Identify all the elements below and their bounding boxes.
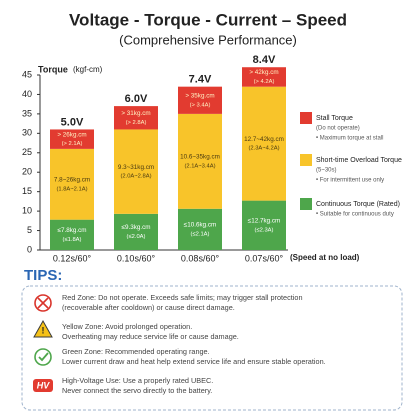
y-tick-label: 5 — [27, 225, 32, 235]
bar-segment — [178, 113, 222, 209]
legend-label: Stall Torque — [316, 115, 353, 122]
segment-label: (> 3.4A) — [190, 102, 211, 108]
tip-text: Green Zone: Recommended operating range. — [62, 347, 210, 356]
icon-stop — [34, 294, 52, 312]
y-tick-label: 45 — [22, 69, 32, 79]
legend-note: • For intermittent use only — [316, 178, 384, 184]
legend-swatch — [300, 198, 312, 210]
segment-label: 9.3~31kg.cm — [118, 164, 154, 171]
chart-subtitle: (Comprehensive Performance) — [119, 32, 297, 47]
y-tick-label: 35 — [22, 108, 32, 118]
segment-label: ≤7.8kg.cm — [57, 227, 86, 234]
x-tick-label: 0.10s/60° — [117, 253, 156, 263]
bar-segment — [50, 219, 94, 250]
segment-label: 7.8~26kg.cm — [54, 176, 90, 183]
bar-segment — [242, 200, 286, 250]
segment-label: (2.0A~2.8A) — [120, 174, 151, 180]
bar-segment — [242, 86, 286, 201]
tips-title: TIPS: — [24, 267, 62, 284]
segment-label: (> 2.1A) — [62, 141, 83, 147]
legend-swatch — [300, 112, 312, 124]
x-tick-label: 0.08s/60° — [181, 253, 220, 263]
segment-label: (≤2.3A) — [255, 227, 274, 233]
segment-label: (2.1A~3.4A) — [184, 163, 215, 169]
tip-text: High-Voltage Use: Use a properly rated U… — [62, 376, 213, 385]
y-tick-label: 0 — [27, 244, 32, 254]
segment-label: 10.6~35kg.cm — [180, 154, 220, 161]
x-tick-label: 0.12s/60° — [53, 253, 92, 263]
tip-text: Yellow Zone: Avoid prolonged operation. — [62, 322, 192, 331]
y-tick-label: 30 — [22, 128, 32, 138]
icon-warning: ! — [33, 319, 53, 338]
legend-note: (Do not operate) — [316, 126, 360, 132]
segment-label: > 26kg.cm — [57, 131, 86, 138]
segment-label: (2.3A~4.2A) — [248, 146, 279, 152]
bar-segment — [50, 129, 94, 149]
legend-note: • Suitable for continuous duty — [316, 212, 394, 218]
bar-segment — [50, 148, 94, 220]
y-tick-label: 20 — [22, 167, 32, 177]
tip-text: Lower current draw and heat help extend … — [62, 357, 326, 366]
segment-label: (≤2.0A) — [127, 234, 146, 240]
icon-hv-text: HV — [37, 380, 50, 390]
bar-segment — [114, 213, 158, 250]
icon-hv: HV — [33, 379, 53, 392]
bar-segment — [242, 67, 286, 87]
segment-label: (≤2.1A) — [191, 231, 210, 237]
segment-label: > 35kg.cm — [185, 92, 214, 99]
x-tick-label: 0.07s/60° — [245, 253, 284, 263]
bar-segment — [178, 208, 222, 250]
bar-segment — [114, 129, 158, 214]
segment-label: (> 4.2A) — [254, 79, 275, 85]
tip-text: (recoverable after cooldown) or cause di… — [62, 303, 235, 312]
segment-label: (> 2.8A) — [126, 120, 147, 126]
legend-label: Short-time Overload Torque — [316, 157, 402, 164]
bar-label: 7.4V — [189, 74, 212, 86]
segment-label: (≤1.8A) — [63, 237, 82, 243]
segment-label: > 31kg.cm — [121, 110, 150, 117]
bar-label: 5.0V — [61, 116, 84, 128]
segment-label: > 42kg.cm — [249, 69, 278, 76]
legend-note: (5~30s) — [316, 168, 337, 174]
legend-note: • Maximum torque at stall — [316, 136, 383, 142]
segment-label: ≤10.6kg.cm — [184, 222, 217, 229]
x-axis-label: (Speed at no load) — [290, 253, 360, 262]
y-axis-label: Torque — [38, 64, 68, 74]
y-tick-label: 40 — [22, 89, 32, 99]
segment-label: ≤12.7kg.cm — [248, 217, 281, 224]
icon-mark: ! — [42, 325, 45, 335]
bar-label: 6.0V — [125, 93, 148, 105]
tip-text: Overheating may reduce service life or c… — [62, 332, 239, 341]
segment-label: (1.8A~2.1A) — [56, 186, 87, 192]
legend-swatch — [300, 154, 312, 166]
y-tick-label: 25 — [22, 147, 32, 157]
bar-segment — [114, 106, 158, 130]
segment-label: ≤9.3kg.cm — [121, 224, 150, 231]
y-tick-label: 15 — [22, 186, 32, 196]
segment-label: 12.7~42kg.cm — [244, 136, 284, 143]
y-tick-label: 10 — [22, 205, 32, 215]
icon-check — [34, 348, 52, 366]
tip-text: Red Zone: Do not operate. Exceeds safe l… — [62, 293, 303, 302]
y-axis-unit: (kgf-cm) — [73, 65, 103, 74]
bar-label: 8.4V — [253, 54, 276, 66]
tips-box — [21, 285, 403, 411]
legend-label: Continuous Torque (Rated) — [316, 201, 400, 208]
tip-text: Never connect the servo directly to the … — [62, 386, 212, 395]
bar-segment — [178, 86, 222, 114]
chart-title: Voltage - Torque - Current – Speed — [69, 10, 347, 29]
